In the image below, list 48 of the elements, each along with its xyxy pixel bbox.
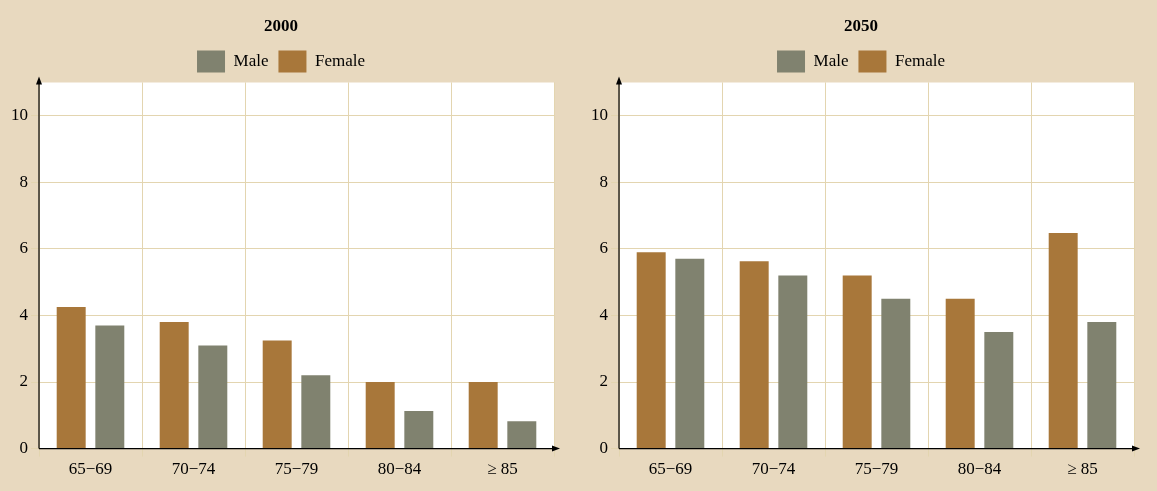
y-tick-label: 4 — [599, 304, 609, 324]
y-tick-label: 2 — [599, 371, 608, 391]
y-tick-label: 0 — [19, 438, 28, 458]
x-tick-label: 75−79 — [274, 459, 319, 479]
x-tick-label: 80−84 — [957, 459, 1002, 479]
x-tick-label: 70−74 — [171, 459, 216, 479]
x-tick-label: 65−69 — [648, 459, 693, 479]
bar — [636, 252, 666, 449]
bar — [262, 340, 292, 449]
x-tick-label: ≥ 85 — [487, 459, 518, 479]
chart-title: 2050 — [844, 15, 878, 35]
bar — [56, 307, 86, 449]
bar — [945, 298, 975, 449]
y-tick-label: 8 — [19, 171, 28, 191]
bar — [984, 332, 1014, 449]
y-tick-label: 2 — [19, 371, 28, 391]
legend-label: Male — [813, 50, 849, 70]
x-tick-label: 80−84 — [377, 459, 422, 479]
bar — [739, 261, 769, 449]
bar — [842, 275, 872, 449]
y-tick-label: 0 — [599, 438, 608, 458]
bar — [1087, 322, 1117, 449]
bar — [404, 410, 434, 449]
chart-title: 2000 — [264, 15, 298, 35]
legend-label: Female — [314, 50, 365, 70]
legend-label: Female — [894, 50, 945, 70]
bar — [507, 421, 537, 449]
bar — [468, 382, 498, 449]
y-tick-label: 8 — [599, 171, 608, 191]
bar — [1048, 232, 1078, 449]
y-tick-label: 6 — [599, 238, 608, 258]
y-tick-label: 6 — [19, 238, 28, 258]
y-tick-label: 4 — [19, 304, 29, 324]
x-tick-label: ≥ 85 — [1067, 459, 1098, 479]
bar — [301, 375, 331, 449]
bar — [95, 325, 125, 449]
bar — [159, 322, 189, 449]
legend-label: Male — [233, 50, 269, 70]
x-tick-label: 75−79 — [854, 459, 899, 479]
x-tick-label: 65−69 — [68, 459, 113, 479]
bar — [675, 258, 705, 449]
bar — [778, 275, 808, 449]
bar — [198, 345, 228, 449]
bar — [881, 298, 911, 449]
y-tick-label: 10 — [591, 105, 608, 125]
bar — [365, 382, 395, 449]
x-tick-label: 70−74 — [751, 459, 796, 479]
y-tick-label: 10 — [11, 105, 28, 125]
